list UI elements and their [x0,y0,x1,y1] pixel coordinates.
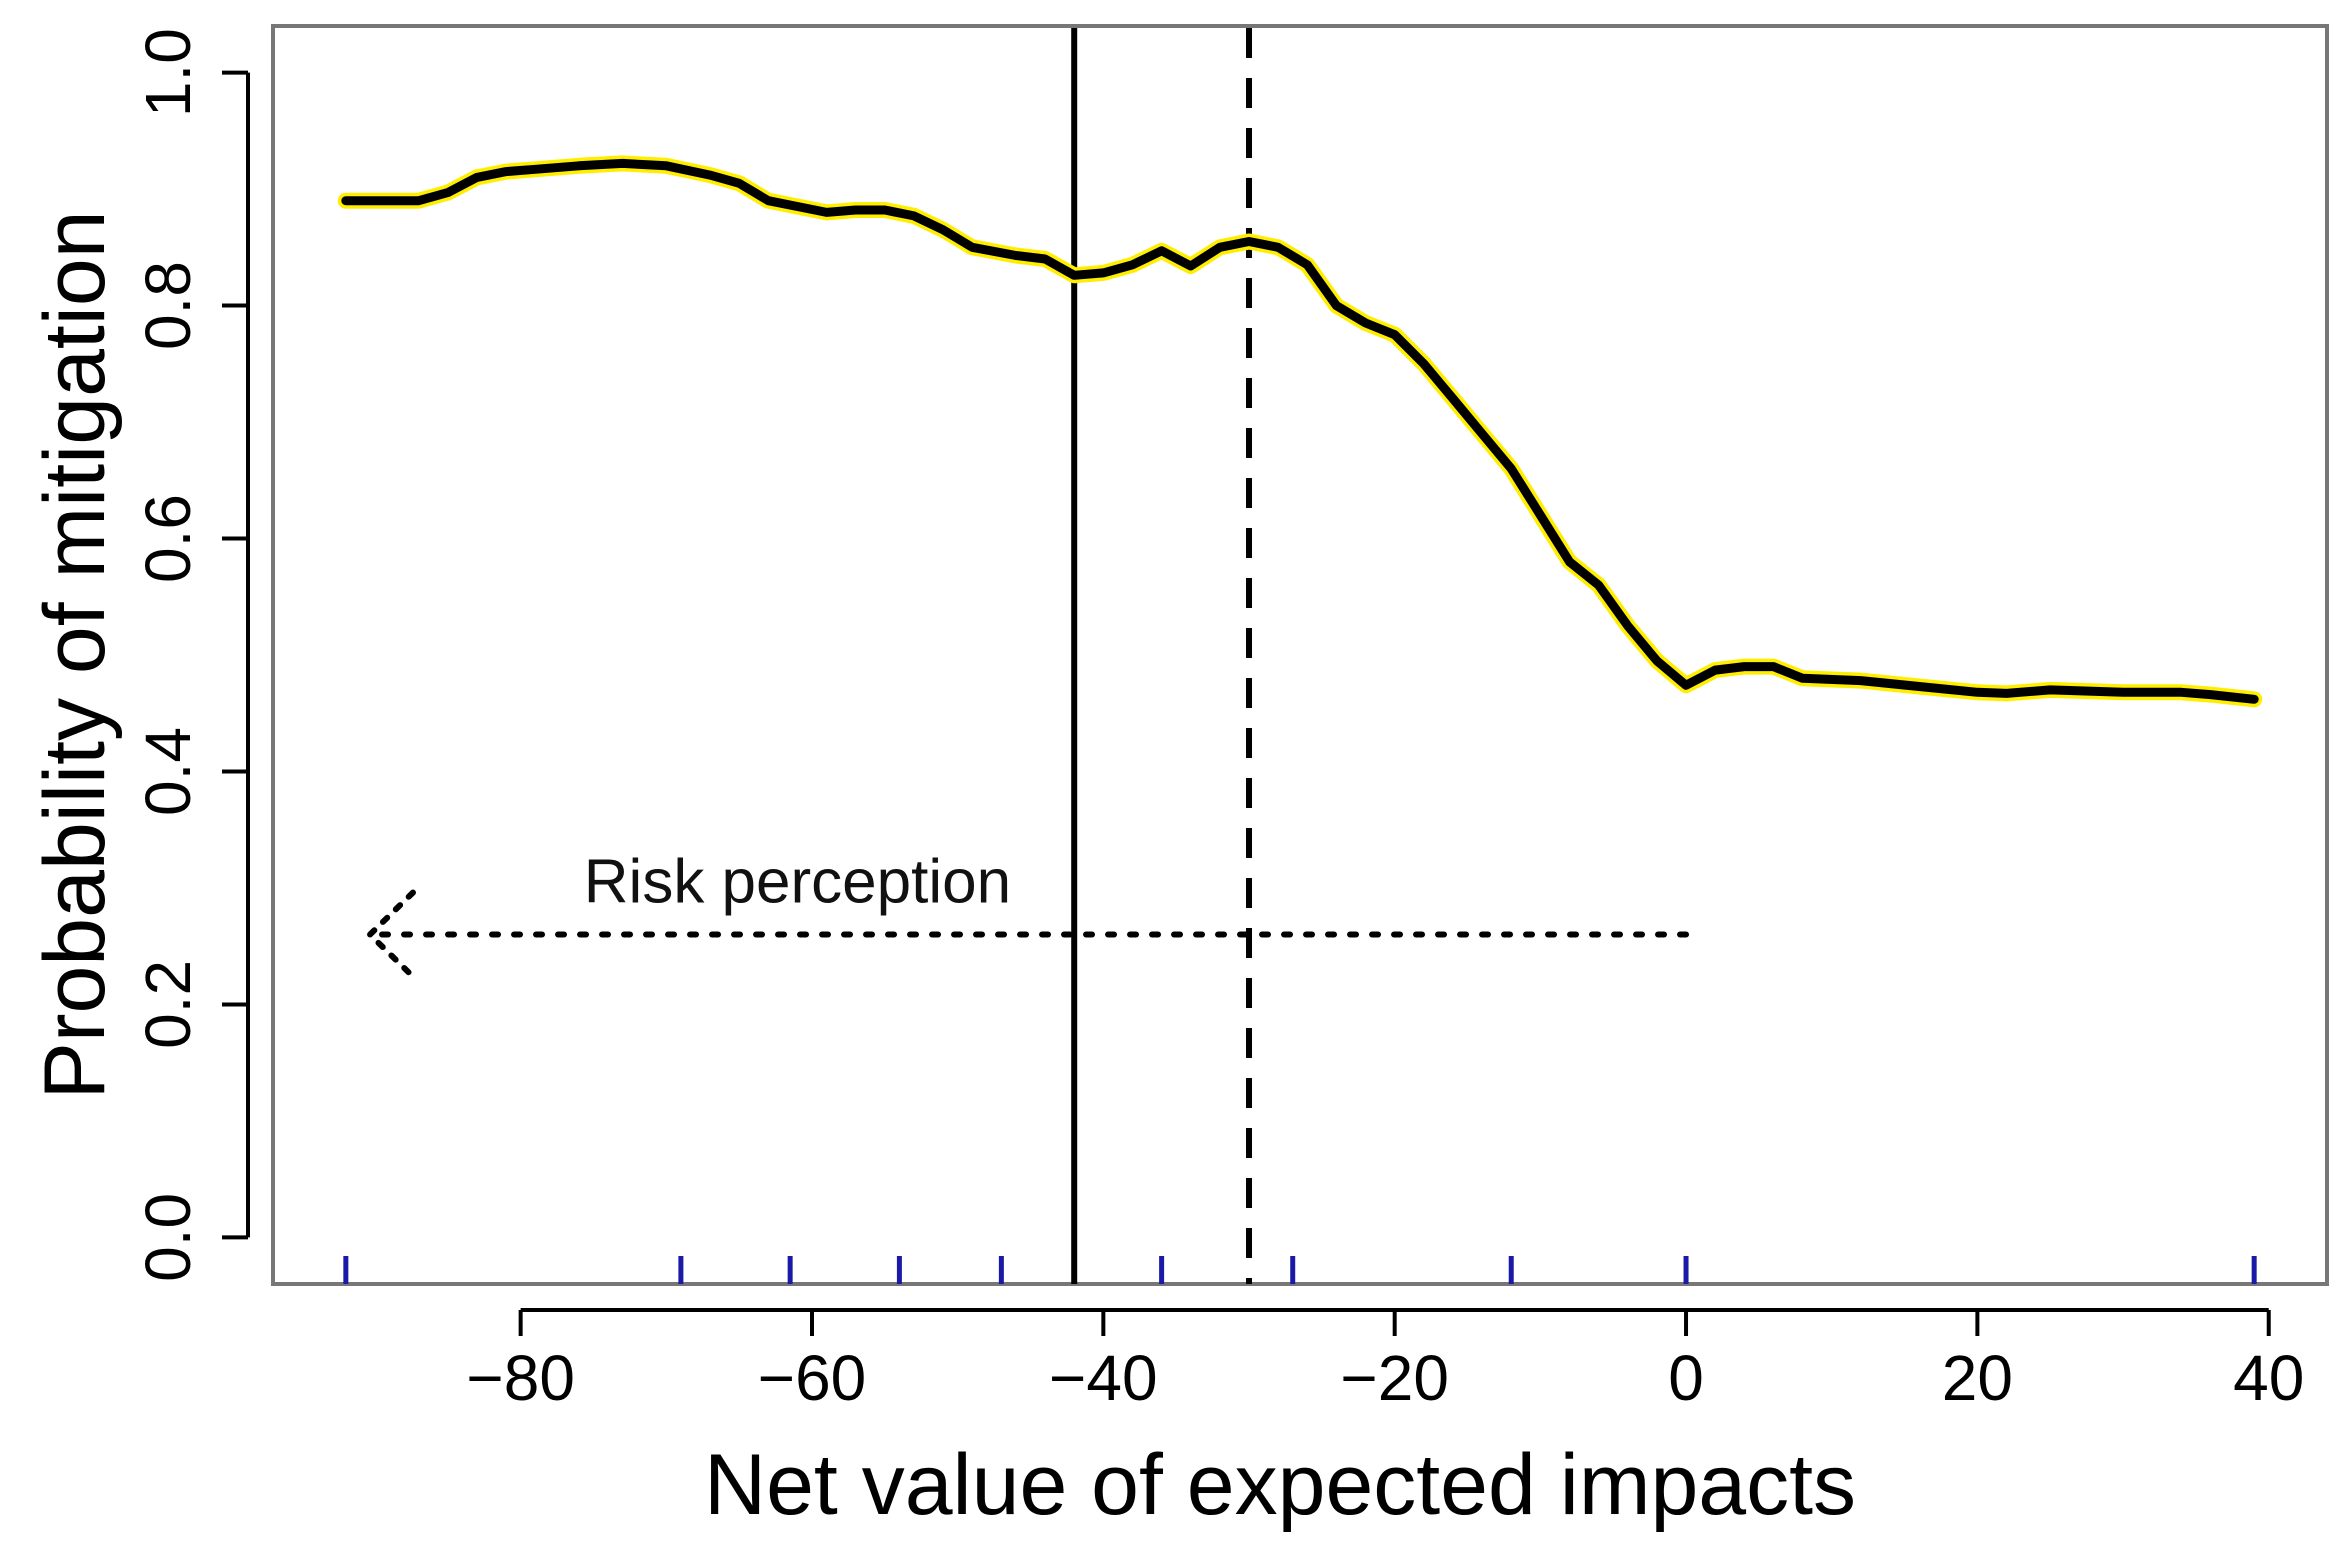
x-tick-label: −80 [466,1342,575,1414]
risk-perception-annotation: Risk perception [365,848,1690,980]
x-tick-label: −60 [758,1342,867,1414]
y-tick-label: 0.0 [132,1193,204,1282]
y-axis-title: Probability of mitigation [27,210,123,1099]
x-tick-label: 20 [1942,1342,2013,1414]
y-axis: 0.0 0.2 0.4 0.6 0.8 1.0 [132,28,250,1282]
rug-marks [343,1256,2257,1284]
series-layer [337,155,2263,708]
x-axis: −80 −60 −40 −20 0 20 40 [466,1308,2304,1414]
risk-perception-arrow-head [365,889,416,980]
x-tick-label: −20 [1340,1342,1449,1414]
plot-frame [271,24,2329,1286]
y-tick-label: 0.4 [132,727,204,816]
reference-lines [1071,28,1253,1284]
series-line [341,158,2259,704]
risk-perception-label: Risk perception [584,848,1011,917]
x-tick-label: −40 [1049,1342,1158,1414]
y-tick-label: 0.8 [132,261,204,350]
x-tick-label: 0 [1668,1342,1704,1414]
x-axis-title: Net value of expected impacts [704,1437,1856,1533]
y-tick-label: 0.6 [132,494,204,583]
x-tick-label: 40 [2233,1342,2304,1414]
series-halo [337,155,2263,708]
y-tick-label: 0.2 [132,960,204,1049]
y-tick-label: 1.0 [132,28,204,117]
